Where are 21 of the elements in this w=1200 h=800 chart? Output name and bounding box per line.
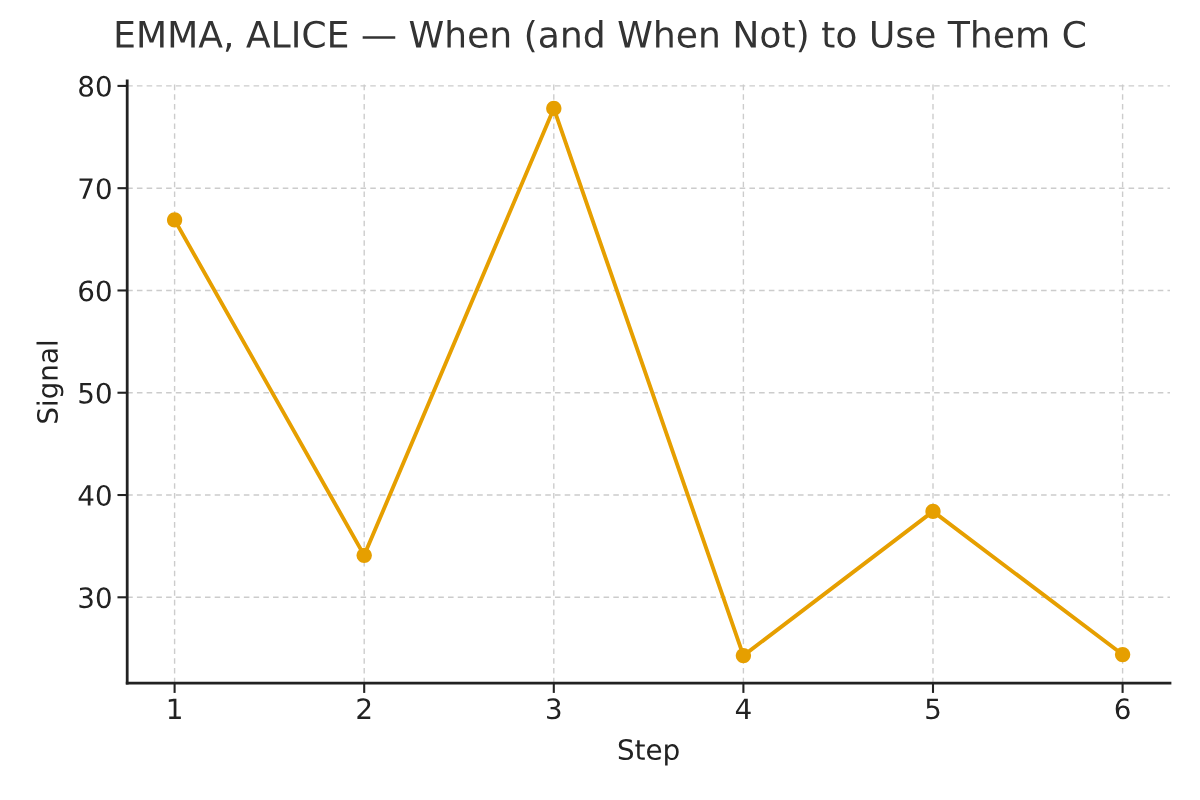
point — [735, 647, 752, 664]
y-tick-label: 30 — [79, 587, 111, 609]
x-tick-label: 3 — [547, 698, 561, 720]
y-tick-label: 40 — [78, 484, 111, 506]
point — [356, 547, 372, 563]
x-tick-label: 2 — [357, 698, 371, 719]
y-tick-label: 80 — [79, 75, 111, 97]
x-tick-label: 5 — [926, 698, 940, 720]
x-tick-label: 1 — [168, 698, 181, 719]
chart-title: EMMA, ALICE — When (and When Not) to Use Them C — [116, 20, 1085, 53]
y-tick-label: 50 — [79, 382, 111, 404]
point — [1114, 646, 1131, 663]
point — [166, 212, 183, 228]
point — [925, 503, 941, 520]
y-axis-title: Signal — [36, 341, 64, 423]
y-tick-label: 70 — [79, 178, 111, 200]
x-tick-label: 6 — [1115, 698, 1130, 720]
x-axis-title: Step — [618, 739, 679, 766]
x-tick-label: 4 — [735, 698, 751, 719]
y-tick-label: 60 — [79, 280, 111, 302]
point — [546, 100, 562, 117]
